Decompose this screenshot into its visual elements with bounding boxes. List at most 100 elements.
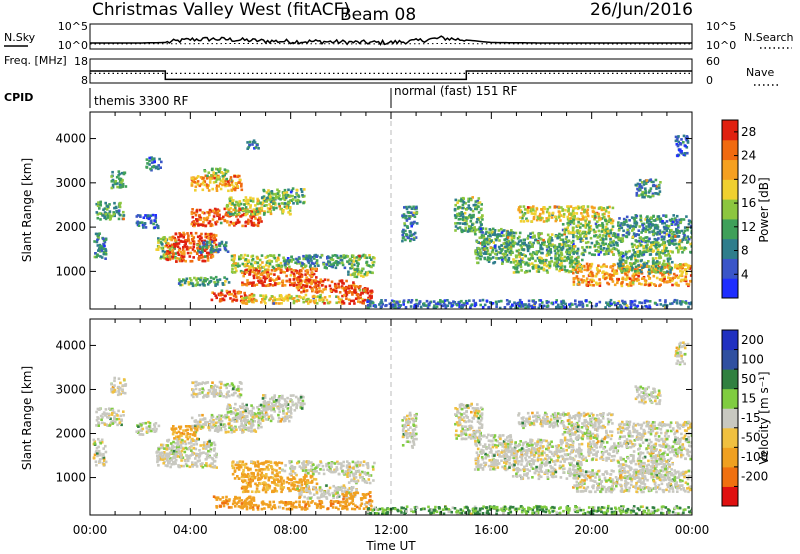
power-cell-34-35 [650, 180, 654, 184]
power-cell-8-25 [267, 189, 270, 192]
power-cell-23-356 [388, 302, 392, 306]
power-cell-2-35 [121, 171, 124, 175]
power-cell-15-180 [246, 281, 249, 285]
power-cell-15-28 [277, 275, 280, 278]
power-cell-9-93 [240, 188, 244, 192]
power-cell-16-46 [299, 281, 303, 285]
power-cell-26-80 [593, 234, 596, 238]
power-cell-24-126 [458, 212, 461, 215]
power-cell-26-291 [558, 243, 561, 246]
power-cell-26-248 [607, 234, 611, 238]
power-cell-27-209 [522, 220, 526, 223]
power-cell-29-16 [512, 266, 515, 269]
power-cell-26-7 [517, 240, 521, 243]
power-cell-28-74 [601, 224, 605, 227]
power-cell-27-205 [547, 218, 550, 222]
power-cell-31-124 [653, 270, 656, 273]
power-cell-19-80 [275, 302, 278, 305]
power-cell-25-57 [488, 238, 492, 242]
power-cell-7-127 [249, 196, 252, 200]
power-cell-25-33 [493, 229, 497, 232]
power-cell-15-189 [311, 267, 314, 270]
power-cell-5-69 [177, 242, 181, 245]
power-cell-25-158 [483, 257, 487, 261]
power-cell-22-47 [355, 259, 358, 263]
power-cell-0-35 [96, 234, 100, 238]
power-cell-16-58 [332, 288, 335, 292]
power-cell-12-2 [247, 146, 250, 149]
power-cell-31-22 [654, 257, 658, 260]
power-cell-19-57 [243, 297, 246, 300]
power-cell-36-28 [401, 214, 404, 217]
power-cell-5-117 [173, 242, 176, 246]
power-cell-33-188 [644, 236, 647, 239]
power-cell-8-54 [286, 193, 290, 197]
power-cell-19-121 [288, 295, 291, 298]
power-cell-27-203 [532, 209, 535, 212]
power-cell-33-199 [686, 226, 689, 230]
power-cell-36-75 [403, 214, 406, 218]
power-cell-13-36 [224, 247, 227, 251]
power-cell-36-20 [401, 215, 405, 219]
power-cell-2-16 [110, 186, 114, 190]
power-cell-27-4 [581, 208, 584, 211]
velocity-cell-1-26 [97, 422, 101, 425]
power-cell-32-61 [658, 244, 662, 247]
power-cell-26-176 [529, 252, 532, 256]
power-colorbar-label-8: 8 [741, 244, 749, 258]
power-cell-20-41 [193, 276, 196, 280]
power-cell-24-92 [461, 200, 465, 203]
power-cell-16-1 [302, 286, 306, 290]
power-cell-26-37 [593, 253, 596, 257]
power-cell-4-54 [163, 256, 167, 260]
power-cell-30-309 [641, 277, 644, 280]
power-cell-36-65 [403, 222, 406, 225]
power-cell-30-361 [682, 263, 686, 266]
power-cell-16-88 [329, 289, 333, 293]
power-cell-19-44 [255, 299, 258, 303]
power-cell-8-75 [282, 194, 285, 197]
power-cell-7-145 [272, 208, 276, 211]
power-cell-6-22 [190, 211, 194, 214]
power-cell-1-59 [115, 206, 118, 209]
power-cell-20-2 [199, 276, 203, 280]
power-cell-29-135 [538, 259, 541, 262]
power-cell-7-146 [244, 209, 247, 212]
power-cell-30-183 [620, 284, 624, 288]
power-cell-6-127 [247, 218, 250, 222]
power-cell-19-106 [262, 295, 266, 299]
power-cell-5-118 [197, 258, 201, 261]
power-cell-14-48 [272, 254, 276, 257]
power-cell-22-36 [372, 264, 375, 267]
power-cell-17-42 [329, 258, 333, 261]
power-cell-5-167 [166, 252, 169, 255]
power-cell-13-35 [198, 245, 202, 248]
power-cell-30-106 [577, 278, 580, 282]
power-cell-5-149 [192, 256, 195, 259]
power-cell-29-3 [517, 263, 520, 267]
power-cell-15-104 [262, 275, 266, 278]
power-cell-18-21 [220, 289, 224, 292]
power-cell-16-95 [337, 285, 340, 288]
power-cell-31-163 [645, 250, 648, 253]
power-cell-21-25 [347, 298, 351, 302]
power-cell-27-137 [526, 208, 530, 211]
power-cell-13-44 [223, 243, 227, 247]
power-cell-22-22 [347, 270, 350, 274]
power-cell-29-11 [557, 254, 561, 257]
power-cell-5-180 [171, 253, 175, 256]
power-cell-25-178 [486, 256, 490, 259]
power-cell-21-64 [368, 294, 372, 298]
power-cell-22-79 [351, 254, 355, 258]
power-cell-5-75 [182, 258, 185, 262]
power-cell-29-129 [567, 257, 571, 261]
power-cell-32-76 [661, 249, 665, 253]
power-cell-35-22 [678, 148, 681, 152]
power-cell-13-37 [198, 250, 202, 254]
power-cell-6-49 [206, 216, 210, 219]
power-cell-17-28 [338, 256, 341, 260]
power-cell-24-60 [461, 203, 465, 207]
power-cell-28-62 [564, 228, 568, 232]
power-cell-24-20 [470, 229, 474, 233]
power-cell-23-79 [681, 300, 684, 303]
